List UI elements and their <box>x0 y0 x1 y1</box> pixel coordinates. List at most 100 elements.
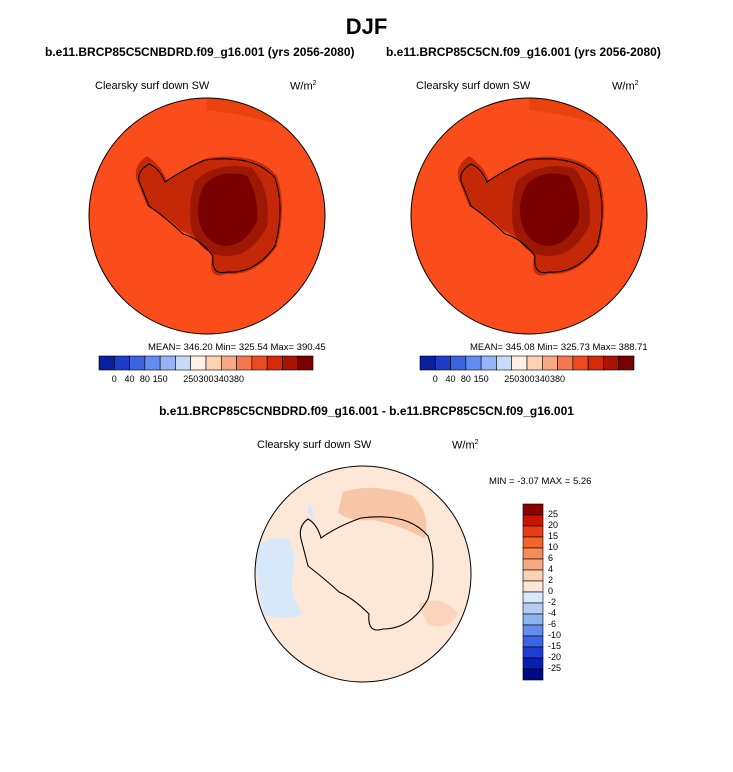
panel-1-antarctica-core <box>197 173 258 246</box>
panel-1-map <box>88 97 326 335</box>
panel-1-case-title: b.e11.BRCP85C5CNBDRD.f09_g16.001 (yrs 20… <box>45 45 355 59</box>
diff-colorbar-swatch <box>522 624 544 637</box>
diff-colorbar-swatch <box>522 646 544 659</box>
diff-colorbar-tick-label: 20 <box>548 520 559 530</box>
panel-2-colorbar-swatch <box>557 355 574 371</box>
panel-1-colorbar-swatch <box>129 355 146 371</box>
panel-2-colorbar-swatch <box>450 355 467 371</box>
diff-colorbar-swatch <box>522 525 544 538</box>
panel-2-colorbar-tick-label: 150 <box>473 374 489 384</box>
diff-colorbar-swatch <box>522 569 544 582</box>
panel-2-units: W/m2 <box>612 80 639 93</box>
diff-colorbar-swatch <box>522 635 544 648</box>
panel-1-colorbar-swatch <box>251 355 268 371</box>
panel-1-colorbar-tick-label: 380 <box>229 374 245 384</box>
panel-2-colorbar-swatch <box>541 355 558 371</box>
panel-2-colorbar-tick-label: 300 <box>519 374 535 384</box>
diff-colorbar-tick-label: -25 <box>548 663 562 673</box>
panel-1-coastline <box>138 158 281 274</box>
panel-1-colorbar-tick-label: 300 <box>198 374 214 384</box>
panel-2-colorbar-swatch <box>511 355 528 371</box>
panel-1-colorbar-swatch <box>220 355 237 371</box>
diff-positive-anomaly <box>338 487 427 539</box>
diff-colorbar-tick-label: 2 <box>548 575 554 585</box>
diff-colorbar-swatch <box>522 547 544 560</box>
panel-1-colorbar-tick-label: 150 <box>152 374 168 384</box>
diff-colorbar-swatch <box>522 503 544 516</box>
diff-colorbar-tick-label: 10 <box>548 542 559 552</box>
diff-colorbar-tick-label: 4 <box>548 564 554 574</box>
panel-1-colorbar-swatch <box>205 355 222 371</box>
panel-2-map <box>410 97 648 335</box>
panel-2-colorbar-tick-label: 40 <box>445 374 456 384</box>
panel-1-colorbar <box>98 355 314 371</box>
panel-2-colorbar-swatch <box>419 355 436 371</box>
panel-1-colorbar-swatch <box>297 355 314 371</box>
panel-2-colorbar-swatch <box>618 355 635 371</box>
panel-2-colorbar-swatch <box>496 355 513 371</box>
panel-1-colorbar-swatch <box>159 355 176 371</box>
panel-1-colorbar-tick-label: 250 <box>183 374 199 384</box>
diff-colorbar-tick-label: -10 <box>548 630 562 640</box>
panel-1-map-border <box>88 97 326 335</box>
panel-2-colorbar-labels: 0 40 80 150 250 300 340 380 <box>420 374 634 386</box>
diff-colorbar-swatch <box>522 558 544 571</box>
panel-1-stats: MEAN= 346.20 Min= 325.54 Max= 390.45 <box>148 342 326 353</box>
diff-colorbar-tick-label: -15 <box>548 641 562 651</box>
diff-colorbar-labels: 25 20 15 10 6 4 2 0 -2 -4 -6 -10 -15 -20 -25 <box>548 504 578 680</box>
diff-positive-anomaly-east <box>418 600 458 627</box>
diff-colorbar-swatch <box>522 514 544 527</box>
diff-variable-label: Clearsky surf down SW <box>257 439 372 451</box>
diff-map <box>254 465 472 683</box>
diff-colorbar-tick-label: 25 <box>548 509 559 519</box>
panel-1-colorbar-swatch <box>175 355 192 371</box>
panel-2-coastline <box>460 158 603 274</box>
panel-2-colorbar-swatch <box>603 355 620 371</box>
diff-title: b.e11.BRCP85C5CNBDRD.f09_g16.001 - b.e11… <box>159 404 574 418</box>
panel-2-map-border <box>410 97 648 335</box>
diff-colorbar-tick-label: 6 <box>548 553 554 563</box>
panel-2-colorbar-swatch <box>434 355 451 371</box>
panel-1-units: W/m2 <box>290 80 317 93</box>
diff-colorbar-swatch <box>522 613 544 626</box>
diff-colorbar-swatch <box>522 536 544 549</box>
panel-2-colorbar-swatch <box>572 355 589 371</box>
panel-1-colorbar-swatch <box>236 355 253 371</box>
diff-units: W/m2 <box>452 439 479 452</box>
panel-2-antarctica-core <box>519 173 580 246</box>
panel-1-colorbar-swatch <box>190 355 207 371</box>
diff-colorbar-tick-label: 0 <box>548 586 554 596</box>
diff-colorbar-tick-label: -2 <box>548 597 557 607</box>
diff-negative-anomaly-west <box>255 537 303 618</box>
diff-stats: MIN = -3.07 MAX = 5.26 <box>489 476 592 487</box>
panel-2-colorbar-tick-label: 250 <box>504 374 520 384</box>
diff-colorbar-tick-label: -20 <box>548 652 562 662</box>
panel-2-colorbar-tick-label: 340 <box>534 374 550 384</box>
panel-1-colorbar-tick-label: 340 <box>213 374 229 384</box>
diff-colorbar-swatch <box>522 602 544 615</box>
panel-1-colorbar-labels: 0 40 80 150 250 300 340 380 <box>99 374 313 386</box>
diff-colorbar-tick-label: -6 <box>548 619 557 629</box>
diff-colorbar <box>522 503 544 681</box>
figure-title: DJF <box>345 14 388 39</box>
diff-colorbar-tick-label: 15 <box>548 531 559 541</box>
panel-1-colorbar-swatch <box>98 355 115 371</box>
panel-1-north-band <box>207 98 323 196</box>
panel-1-colorbar-swatch <box>144 355 161 371</box>
panel-2-case-title: b.e11.BRCP85C5CN.f09_g16.001 (yrs 2056-2… <box>386 45 661 59</box>
panel-1-colorbar-tick-label: 80 <box>139 374 150 384</box>
diff-colorbar-swatch <box>522 668 544 681</box>
diff-colorbar-swatch <box>522 657 544 670</box>
panel-2-colorbar-tick-label: 0 <box>432 374 438 384</box>
panel-1-colorbar-swatch <box>113 355 130 371</box>
diff-coastline <box>299 516 434 631</box>
panel-2-stats: MEAN= 345.08 Min= 325.73 Max= 388.71 <box>470 342 648 353</box>
diff-map-border <box>254 465 472 683</box>
panel-2-colorbar-swatch <box>465 355 482 371</box>
diff-colorbar-swatch <box>522 591 544 604</box>
panel-1-colorbar-tick-label: 40 <box>124 374 135 384</box>
panel-2-colorbar-tick-label: 80 <box>460 374 471 384</box>
panel-2-colorbar <box>419 355 635 371</box>
diff-colorbar-tick-label: -4 <box>548 608 557 618</box>
panel-2-colorbar-swatch <box>526 355 543 371</box>
